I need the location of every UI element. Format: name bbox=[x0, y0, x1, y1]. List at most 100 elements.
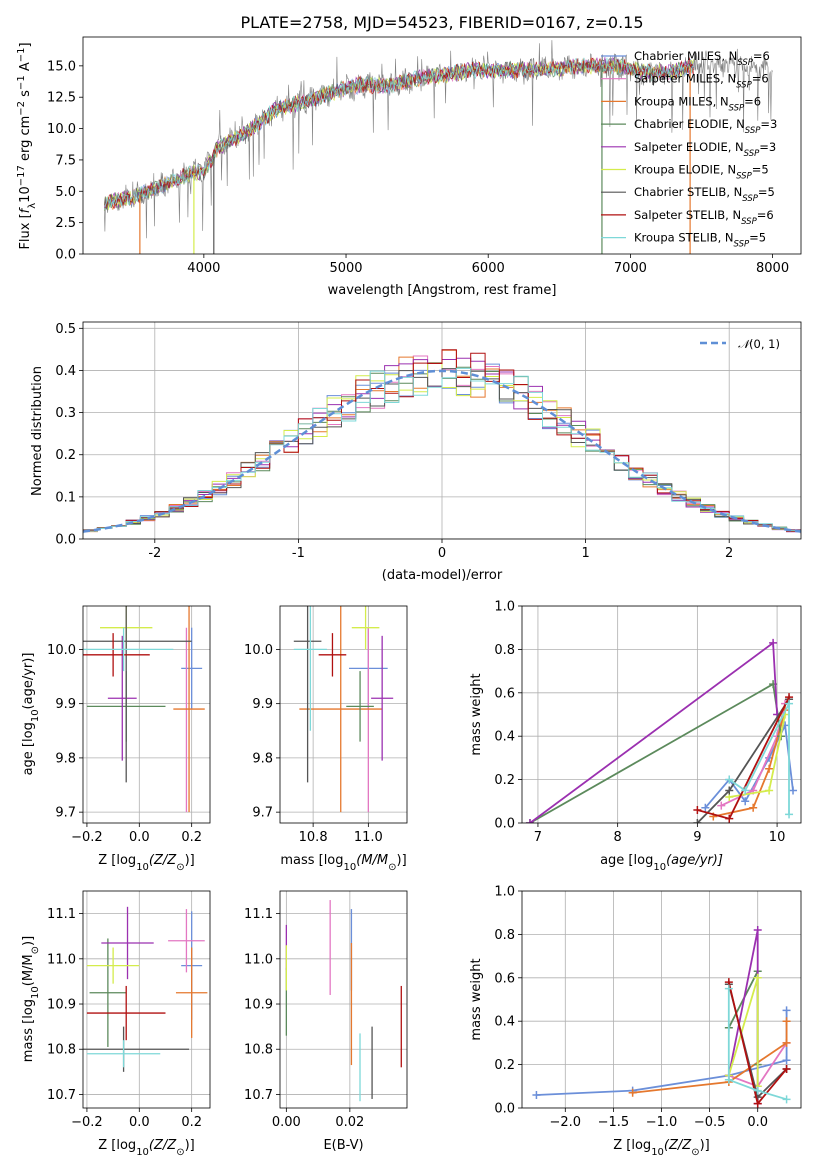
plot-area bbox=[280, 606, 407, 823]
normal-curve bbox=[83, 369, 801, 533]
x-tick-label: 7000 bbox=[614, 261, 647, 276]
y-tick-label: 10.0 bbox=[244, 643, 273, 658]
errorbar-kroupa_miles bbox=[175, 947, 208, 1038]
y-tick-label: 0.4 bbox=[494, 730, 515, 745]
data-point bbox=[725, 814, 734, 823]
y-tick-label: 0.6 bbox=[494, 971, 515, 986]
y-tick-label: 0.0 bbox=[494, 1102, 515, 1117]
x-tick-label: −2.0 bbox=[550, 1115, 582, 1130]
legend-item: Kroupa ELODIE, NSSP=5 bbox=[601, 163, 769, 182]
x-tick-label: 0.02 bbox=[335, 1115, 364, 1130]
data-point bbox=[753, 1099, 762, 1108]
data-point bbox=[525, 819, 534, 823]
axes-frame bbox=[279, 605, 408, 824]
x-axis-label: Z [log10(Z/Z⊙)] bbox=[613, 1138, 709, 1158]
axes-frame bbox=[82, 321, 802, 540]
legend-item: Kroupa MILES, NSSP=6 bbox=[601, 94, 761, 113]
chart-spectrum: 4000 5000 6000 7000 8000 0.0 2.5 5.0 7.5 10.0 12.5… bbox=[16, 36, 802, 298]
series-chabrier_miles bbox=[701, 721, 798, 812]
errorbar-salpeter_stelib bbox=[83, 633, 150, 677]
y-tick-label: 10.9 bbox=[244, 998, 273, 1013]
y-tick-label: 11.1 bbox=[47, 907, 76, 922]
data-point bbox=[753, 973, 762, 982]
model-line-chabrier_miles bbox=[104, 58, 694, 210]
data-point bbox=[724, 984, 733, 993]
errorbar-salpeter_elodie bbox=[101, 906, 154, 980]
data-point bbox=[724, 1075, 733, 1084]
data-point bbox=[628, 1088, 637, 1097]
legend-label: Kroupa ELODIE, NSSP=5 bbox=[634, 163, 769, 182]
y-tick-label: 0.0 bbox=[55, 248, 76, 263]
y-tick-label: 7.5 bbox=[55, 153, 76, 168]
x-tick-label: −1.5 bbox=[598, 1115, 630, 1130]
errorbar-chabrier_miles bbox=[181, 627, 203, 710]
y-tick-label: 10.8 bbox=[244, 1043, 273, 1058]
y-tick-label: 0.0 bbox=[494, 817, 515, 832]
data-point bbox=[785, 810, 794, 819]
plot-area bbox=[103, 40, 773, 254]
y-tick-label: 0.8 bbox=[494, 928, 515, 943]
errorbar-kroupa_elodie bbox=[86, 947, 140, 984]
y-tick-label: 9.9 bbox=[55, 697, 76, 712]
x-tick-label: −0.5 bbox=[694, 1115, 726, 1130]
y-tick-label: 0.2 bbox=[55, 448, 76, 463]
y-tick-label: 0.3 bbox=[55, 406, 76, 421]
axes-frame bbox=[82, 36, 802, 255]
y-axis-label: Normed distribution bbox=[30, 366, 45, 496]
errorbar-kroupa_miles bbox=[173, 606, 205, 813]
x-tick-label: 10.8 bbox=[299, 830, 328, 845]
chart-mass_vs_Z: −0.2 0.0 0.2 10.7 10.8 10.9 11.0 11.1 Z [log10(Z… bbox=[21, 890, 211, 1158]
chart-massweight_vs_Z: −2.0 −1.5 −1.0 −0.5 0.0 0.0 0.2 0.4 0.6 0.8 1.0 Z [… bbox=[469, 885, 802, 1158]
x-tick-label: 6000 bbox=[472, 261, 505, 276]
errorbar-chabrier_elodie bbox=[89, 938, 127, 1047]
errorbar-kroupa_elodie bbox=[351, 606, 380, 650]
model-line-kroupa_stelib bbox=[103, 57, 694, 211]
data-point bbox=[782, 1064, 791, 1073]
x-tick-label: 0.00 bbox=[272, 1115, 301, 1130]
data-point bbox=[785, 699, 794, 708]
legend-item: Salpeter ELODIE, NSSP=3 bbox=[601, 140, 776, 159]
series-kroupa_stelib bbox=[724, 984, 791, 1104]
data-point bbox=[782, 1017, 791, 1026]
x-tick-label: 10 bbox=[769, 830, 786, 845]
data-point bbox=[717, 801, 726, 810]
data-point bbox=[741, 797, 750, 806]
y-tick-label: 11.1 bbox=[244, 907, 273, 922]
data-point bbox=[753, 1086, 762, 1095]
data-point bbox=[725, 786, 734, 795]
axes-frame bbox=[82, 605, 211, 824]
y-tick-label: 0.4 bbox=[494, 1015, 515, 1030]
x-tick-label: −0.2 bbox=[71, 830, 103, 845]
figure-title: PLATE=2758, MJD=54523, FIBERID=0167, z=0… bbox=[240, 13, 643, 32]
y-tick-label: 0.2 bbox=[494, 1058, 515, 1073]
data-point bbox=[532, 1090, 541, 1099]
series-salpeter_stelib bbox=[724, 978, 791, 1108]
x-tick-label: 11.0 bbox=[354, 830, 383, 845]
axes-frame bbox=[521, 890, 802, 1109]
errorbar-salpeter_elodie bbox=[107, 635, 137, 761]
x-tick-label: 0.2 bbox=[181, 830, 202, 845]
legend-item: Chabrier MILES, NSSP=6 bbox=[601, 49, 770, 68]
x-axis-label: wavelength [Angstrom, rest frame] bbox=[328, 283, 557, 298]
chart-age_vs_Z: −0.2 0.0 0.2 9.7 9.8 9.9 10.0 Z [log10(Z/Z⊙)] ag… bbox=[21, 605, 211, 873]
y-tick-label: 10.7 bbox=[244, 1088, 273, 1103]
errorbar-kroupa_stelib bbox=[86, 1040, 161, 1068]
x-tick-label: 7 bbox=[534, 830, 542, 845]
y-tick-label: 1.0 bbox=[494, 600, 515, 615]
y-tick-label: 9.9 bbox=[252, 697, 273, 712]
legend-label: Kroupa STELIB, NSSP=5 bbox=[634, 231, 766, 250]
legend-label: Salpeter MILES, NSSP=6 bbox=[634, 72, 769, 91]
errorbar-salpeter_miles bbox=[168, 909, 205, 973]
series-chabrier_elodie bbox=[525, 680, 786, 823]
y-tick-label: 9.7 bbox=[55, 806, 76, 821]
y-tick-label: 1.0 bbox=[494, 885, 515, 900]
errorbar-salpeter_stelib bbox=[318, 633, 347, 677]
y-tick-label: 10.0 bbox=[47, 643, 76, 658]
y-tick-label: 0.5 bbox=[55, 322, 76, 337]
errorbar-chabrier_stelib bbox=[293, 606, 322, 783]
x-tick-label: 5000 bbox=[329, 261, 362, 276]
y-tick-label: 10.7 bbox=[47, 1088, 76, 1103]
model-line-salpeter_miles bbox=[103, 57, 694, 209]
data-point bbox=[741, 786, 750, 795]
plot-area bbox=[83, 606, 210, 823]
